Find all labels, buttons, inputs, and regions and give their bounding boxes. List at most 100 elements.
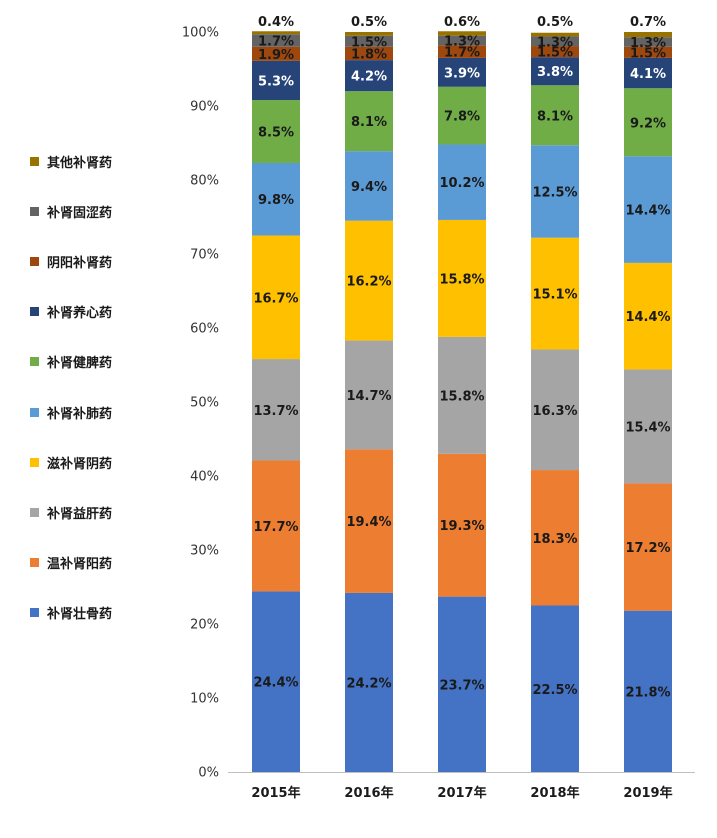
bar-segment [531, 470, 579, 606]
data-label: 0.7% [630, 15, 666, 30]
bar-segment [252, 162, 300, 236]
bar-segment [252, 46, 300, 61]
bar-segment [345, 91, 393, 152]
data-label: 15.8% [439, 272, 484, 287]
data-label: 16.2% [346, 275, 391, 290]
legend-label: 补肾补肺药 [47, 406, 113, 422]
bar-segment [624, 610, 672, 772]
bar-segment [624, 483, 672, 611]
bar-segment [438, 57, 486, 87]
legend-swatch [30, 457, 39, 467]
legend-label: 温补肾阳药 [47, 557, 113, 573]
bar-segment [624, 46, 672, 58]
legend-label: 阴阳补肾药 [47, 255, 113, 271]
bar-segment [624, 156, 672, 263]
data-label: 0.4% [258, 15, 294, 30]
y-tick-label: 70% [190, 248, 219, 263]
data-label: 1.5% [537, 46, 573, 61]
legend-swatch [30, 357, 39, 367]
data-label: 22.5% [532, 683, 577, 698]
data-label: 17.7% [253, 520, 298, 535]
bar-segment [531, 349, 579, 471]
legend-item: 补肾益肝药 [30, 487, 112, 537]
data-label: 1.9% [258, 48, 294, 63]
y-tick-label: 90% [190, 100, 219, 115]
data-label: 16.7% [253, 291, 298, 306]
data-label: 4.2% [351, 70, 387, 85]
bar-segment [345, 220, 393, 341]
bar-segment [531, 36, 579, 47]
legend-label: 补肾养心药 [47, 306, 113, 322]
legend-label: 补肾益肝药 [47, 506, 113, 522]
y-tick-label: 40% [190, 470, 219, 485]
bar-segment [345, 35, 393, 47]
bar-segment [252, 460, 300, 592]
data-label: 23.7% [439, 678, 484, 693]
bar-segment [345, 60, 393, 92]
data-label: 9.4% [351, 180, 387, 195]
data-label: 15.4% [625, 420, 670, 435]
data-label: 1.5% [351, 35, 387, 50]
x-tick-label: 2017年 [437, 785, 486, 801]
data-label: 1.3% [537, 35, 573, 50]
data-label: 1.7% [444, 46, 480, 61]
bar-segment [531, 145, 579, 238]
bar-segment [624, 262, 672, 370]
bar-segment [252, 34, 300, 47]
legend-swatch [30, 507, 39, 517]
bar-segment [624, 32, 672, 38]
legend-item: 补肾健脾药 [30, 337, 112, 387]
legend-item: 补肾补肺药 [30, 387, 112, 437]
bar-segment [438, 45, 486, 58]
legend-label: 其他补肾药 [47, 155, 113, 171]
y-tick-label: 20% [190, 618, 219, 633]
bar-segment [531, 46, 579, 58]
bar-segment [438, 596, 486, 772]
legend-swatch [30, 206, 39, 216]
y-tick-label: 30% [190, 544, 219, 559]
data-label: 7.8% [444, 110, 480, 125]
data-label: 0.5% [537, 15, 573, 30]
legend-item: 其他补肾药 [30, 136, 112, 186]
data-label: 1.3% [444, 35, 480, 50]
data-label: 1.5% [630, 46, 666, 61]
data-label: 24.2% [346, 676, 391, 691]
x-tick-label: 2016年 [344, 785, 393, 801]
legend-swatch [30, 608, 39, 618]
bar-segment [252, 591, 300, 772]
data-label: 1.8% [351, 47, 387, 62]
bar-segment [438, 453, 486, 597]
data-label: 13.7% [253, 404, 298, 419]
data-label: 1.7% [258, 35, 294, 50]
legend-item: 阴阳补肾药 [30, 236, 112, 286]
bar-segment [531, 605, 579, 772]
data-label: 1.3% [630, 36, 666, 51]
data-label: 17.2% [625, 541, 670, 556]
y-tick-label: 0% [198, 766, 219, 781]
bar-segment [624, 57, 672, 89]
data-label: 8.1% [537, 109, 573, 124]
legend-item: 补肾养心药 [30, 287, 112, 337]
legend-label: 补肾壮骨药 [47, 607, 113, 623]
bar-segment [531, 32, 579, 37]
data-label: 12.5% [532, 185, 577, 200]
data-label: 8.1% [351, 115, 387, 130]
y-tick-label: 80% [190, 174, 219, 189]
bar-segment [345, 32, 393, 36]
data-label: 3.8% [537, 65, 573, 80]
legend-swatch [30, 256, 39, 266]
y-tick-label: 100% [182, 26, 219, 41]
bar-segment [345, 592, 393, 772]
data-label: 4.1% [630, 67, 666, 82]
x-tick-label: 2015年 [251, 785, 300, 801]
legend-item: 滋补肾阴药 [30, 437, 112, 487]
bar-segment [438, 35, 486, 46]
x-tick-label: 2018年 [530, 785, 579, 801]
bar-segment [531, 57, 579, 86]
bar-segment [252, 235, 300, 360]
data-label: 14.4% [625, 204, 670, 219]
bar-segment [624, 37, 672, 47]
bar-segment [252, 359, 300, 461]
legend-label: 滋补肾阴药 [47, 456, 113, 472]
